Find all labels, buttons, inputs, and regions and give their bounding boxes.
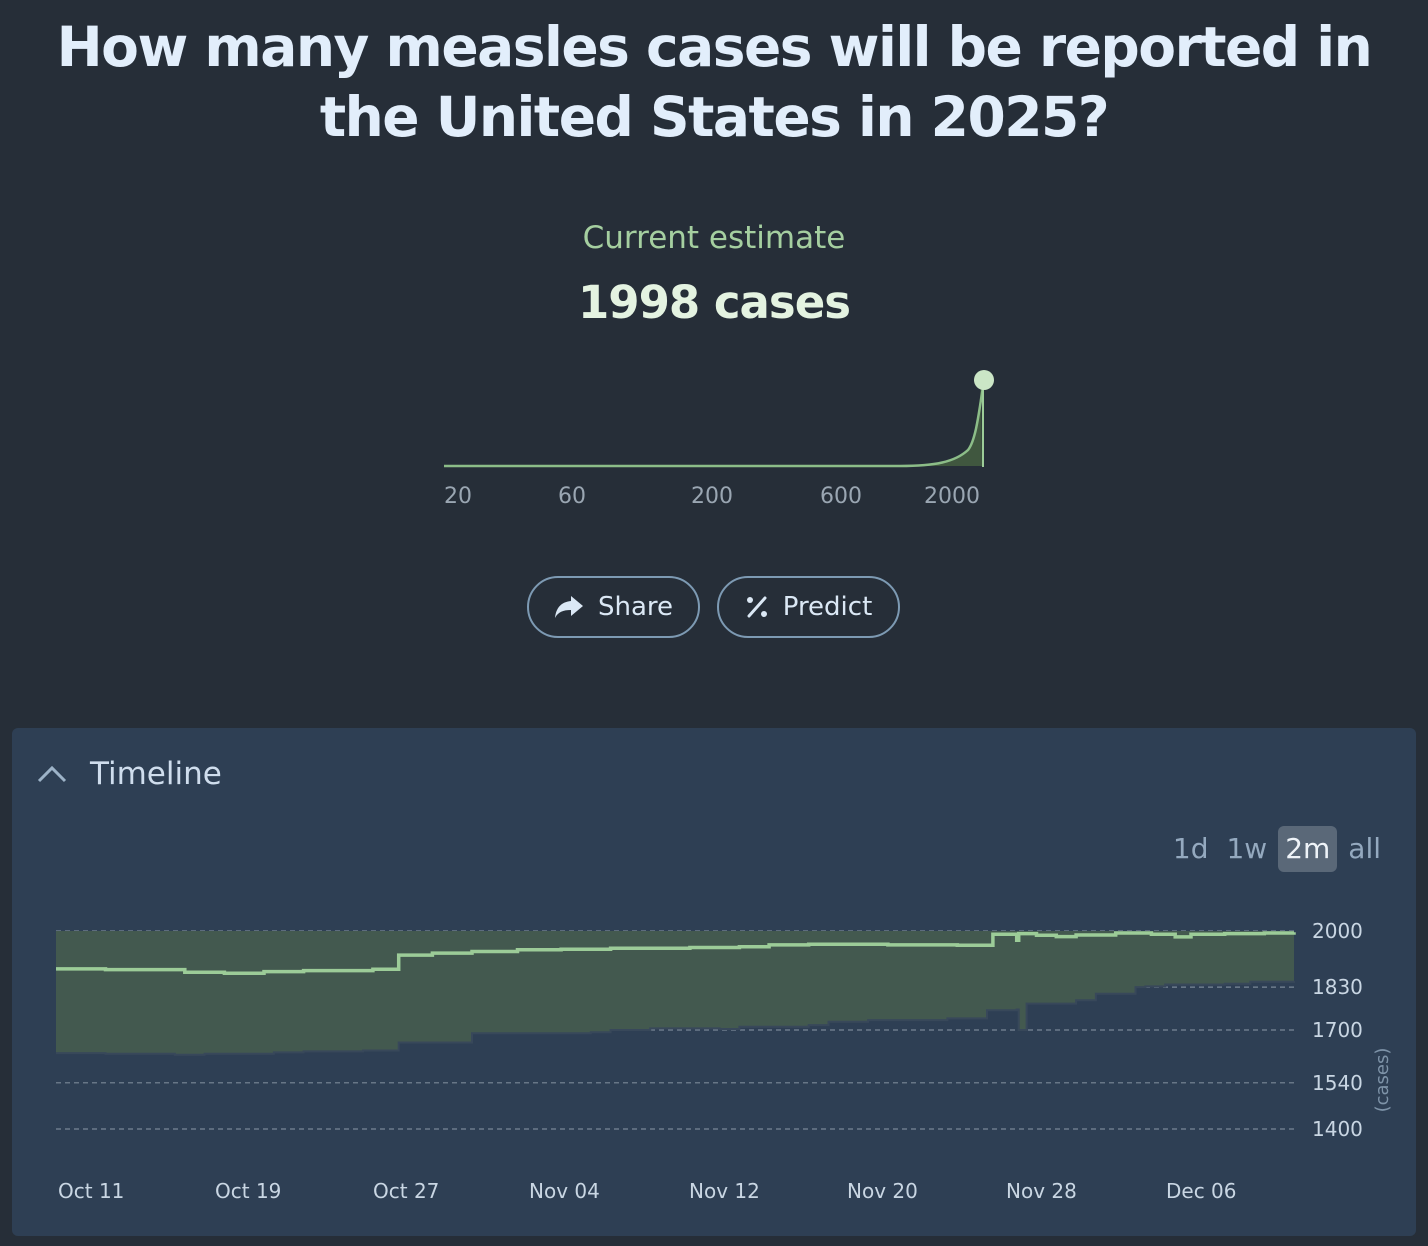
estimate-value: 1998 cases xyxy=(577,276,851,329)
chevron-up-icon xyxy=(37,765,67,783)
share-button[interactable]: Share xyxy=(527,576,700,638)
lower-bound-line xyxy=(56,980,1295,1056)
distribution-area xyxy=(444,384,982,466)
current-estimate-dot xyxy=(974,370,994,390)
x-tick-label: Oct 11 xyxy=(58,1179,124,1203)
y-tick-label: 1540 xyxy=(1312,1071,1363,1095)
range-1w[interactable]: 1w xyxy=(1226,832,1268,865)
range-2m[interactable]: 2m xyxy=(1278,826,1338,872)
y-tick-label: 1830 xyxy=(1312,975,1363,999)
timeline-toggle[interactable]: Timeline xyxy=(36,756,222,792)
confidence-band xyxy=(56,931,1294,1055)
y-axis-title: (cases) xyxy=(1372,1048,1393,1113)
percent-icon xyxy=(746,596,767,618)
distribution-chart: 20 60 200 600 2000 xyxy=(444,370,994,509)
y-axis-labels: 1400 1540 1700 1830 2000 xyxy=(1312,919,1363,1141)
x-axis-labels: Oct 11 Oct 19 Oct 27 Nov 04 Nov 12 Nov 20 Nov … xyxy=(58,1179,1237,1203)
timeline-panel: Timeline 1d 1w 2m all 1400 1540 1700 1830 20… xyxy=(12,728,1416,1236)
y-tick-label: 1700 xyxy=(1312,1018,1363,1042)
timeline-title: Timeline xyxy=(90,756,222,792)
predict-button[interactable]: Predict xyxy=(717,576,900,638)
y-tick-label: 1400 xyxy=(1312,1117,1363,1141)
dist-tick-200: 200 xyxy=(691,484,733,509)
x-tick-label: Dec 06 xyxy=(1166,1179,1237,1203)
dist-tick-60: 60 xyxy=(558,484,586,509)
distribution-curve xyxy=(444,379,986,468)
x-tick-label: Nov 28 xyxy=(1006,1179,1077,1203)
dist-tick-600: 600 xyxy=(820,484,862,509)
y-tick-label: 2000 xyxy=(1312,919,1363,943)
dist-tick-20: 20 xyxy=(444,484,472,509)
median-line xyxy=(56,931,1296,975)
estimate-label: Current estimate xyxy=(582,220,846,256)
x-tick-label: Oct 19 xyxy=(215,1179,281,1203)
range-all[interactable]: all xyxy=(1348,832,1381,865)
x-tick-label: Nov 12 xyxy=(689,1179,760,1203)
range-selector: 1d 1w 2m all xyxy=(1166,826,1388,872)
x-tick-label: Nov 20 xyxy=(847,1179,918,1203)
share-label: Share xyxy=(597,592,674,622)
x-tick-label: Oct 27 xyxy=(373,1179,439,1203)
range-1d[interactable]: 1d xyxy=(1172,832,1209,865)
share-icon xyxy=(554,596,583,618)
x-tick-label: Nov 04 xyxy=(529,1179,600,1203)
timeline-chart: 1400 1540 1700 1830 2000 Oct 11 Oct 19 Oct 27 N… xyxy=(56,919,1393,1203)
page-title: How many measles cases will be reported … xyxy=(56,15,1373,149)
dist-tick-2000: 2000 xyxy=(924,484,980,509)
predict-label: Predict xyxy=(782,592,873,622)
